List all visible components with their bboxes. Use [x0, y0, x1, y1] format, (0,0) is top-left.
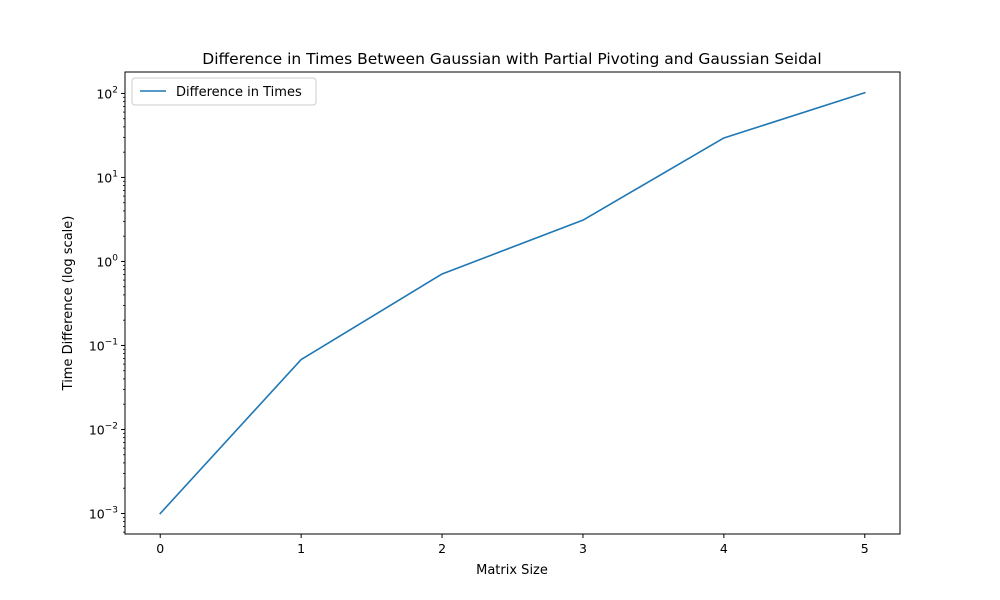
plot-area	[125, 72, 900, 534]
y-tick-exponent: −2	[105, 421, 118, 431]
y-tick-base: 10	[89, 422, 105, 437]
x-axis-label: Matrix Size	[476, 563, 548, 578]
y-tick-label: 102	[96, 85, 118, 101]
y-tick-base: 10	[96, 86, 112, 101]
y-tick-label: 10−3	[89, 505, 118, 521]
y-tick-label: 10−1	[89, 337, 118, 353]
y-axis-label: Time Difference (log scale)	[61, 216, 76, 392]
y-tick-label: 100	[96, 253, 118, 269]
x-tick-label: 1	[297, 541, 305, 556]
y-tick-exponent: 0	[112, 253, 118, 263]
x-tick-label: 5	[861, 541, 869, 556]
y-tick-base: 10	[96, 254, 112, 269]
chart-title: Difference in Times Between Gaussian wit…	[202, 50, 821, 68]
x-tick-label: 0	[156, 541, 164, 556]
y-tick-base: 10	[96, 170, 112, 185]
legend-box	[131, 77, 317, 106]
legend: Difference in Times	[131, 77, 317, 106]
y-tick-label: 10−2	[89, 421, 118, 437]
y-tick-exponent: 1	[112, 169, 118, 179]
legend-label: Difference in Times	[176, 85, 302, 100]
series-layer	[159, 91, 866, 515]
plot-frame	[124, 71, 901, 535]
x-tick-label: 3	[579, 541, 587, 556]
y-tick-base: 10	[89, 338, 105, 353]
y-tick-exponent: 2	[112, 85, 118, 95]
y-tick-base: 10	[89, 506, 105, 521]
y-tick-exponent: −1	[105, 337, 118, 347]
x-tick-label: 2	[438, 541, 446, 556]
x-axis-ticks: 0 1 2 3 4 5	[156, 534, 869, 556]
series-line-0	[159, 91, 866, 515]
y-tick-label: 101	[96, 169, 118, 185]
y-tick-exponent: −3	[105, 505, 118, 515]
x-tick-label: 4	[720, 541, 728, 556]
